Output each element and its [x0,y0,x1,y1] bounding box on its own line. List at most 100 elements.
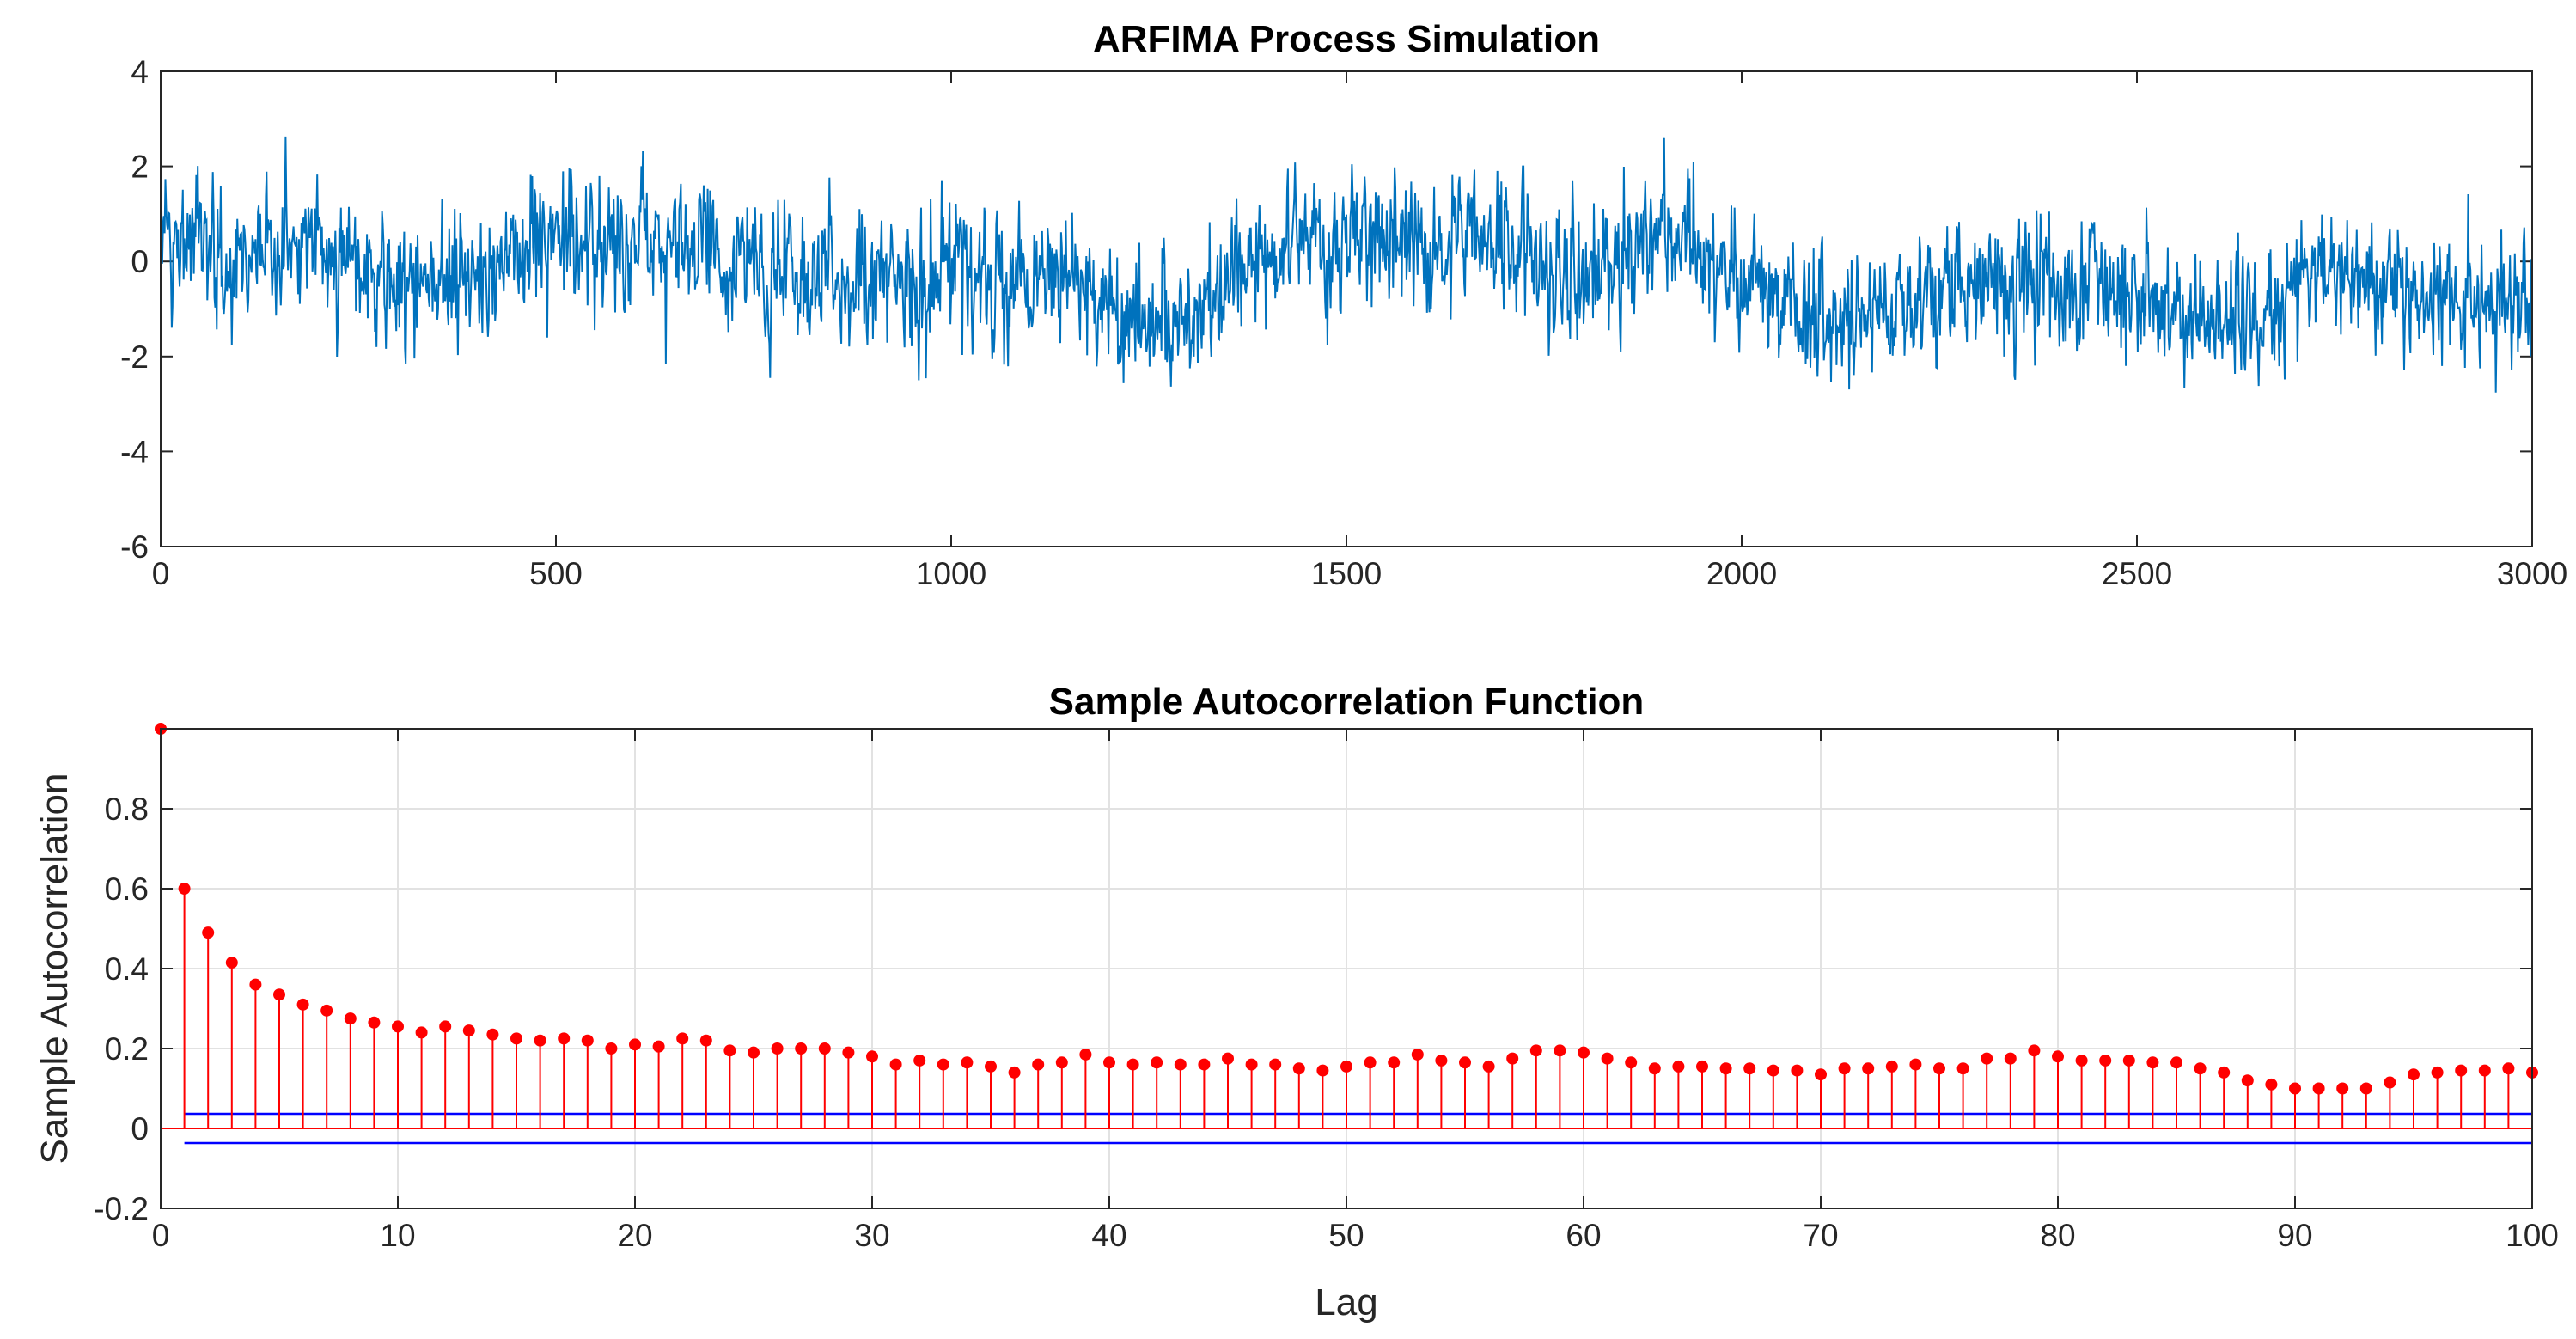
arfima-x-tick-label: 1000 [916,556,986,591]
acf-x-tick-label: 60 [1566,1218,1601,1253]
acf-stem-marker [1601,1052,1614,1065]
acf-stem-marker [937,1058,949,1071]
acf-stem-marker [1885,1060,1898,1073]
acf-stem-marker [510,1032,522,1045]
arfima-y-tick-label: -4 [120,434,149,469]
acf-stem-marker [249,978,262,991]
arfima-x-tick-label: 2000 [1706,556,1777,591]
acf-stem-marker [1791,1064,1804,1077]
acf-stem-marker [296,998,309,1011]
acf-stem-marker [1151,1056,1163,1069]
arfima-x-ticks: 0 500 1000 1500 2000 2500 3000 [152,71,2567,591]
acf-stem-marker [2455,1064,2468,1077]
acf-x-tick-label: 90 [2277,1218,2312,1253]
acf-y-ticks: -0.2 0 0.2 0.4 0.6 0.8 [94,792,2532,1226]
acf-stem-marker [676,1032,689,1045]
acf-x-tick-label: 10 [380,1218,415,1253]
acf-stem-marker [2289,1082,2301,1095]
arfima-x-tick-label: 500 [529,556,583,591]
acf-stem-marker [1364,1056,1377,1069]
acf-stem-marker [2170,1056,2182,1069]
acf-stem-marker [1269,1058,1282,1071]
acf-stem-marker [2028,1044,2041,1057]
arfima-x-tick-label: 0 [152,556,170,591]
acf-stem-marker [2194,1062,2207,1075]
acf-stem-marker [771,1042,784,1055]
acf-stem-marker [2502,1062,2515,1075]
acf-stem-marker [320,1004,333,1017]
acf-stem-marker [2146,1056,2159,1069]
acf-stem-marker [1909,1058,1922,1071]
acf-x-tick-label: 20 [617,1218,652,1253]
acf-axes-box [160,728,2533,1209]
acf-stem-marker [1055,1056,1068,1069]
acf-stem-marker [2122,1054,2135,1067]
acf-stem-marker [1578,1046,1590,1059]
acf-stem-marker [1079,1048,1092,1061]
acf-stem-marker [1648,1062,1661,1075]
acf-stem-marker [699,1034,712,1047]
acf-x-axis-label: Lag [1315,1281,1377,1324]
acf-stem-marker [889,1058,902,1071]
acf-stem-marker [1245,1058,1258,1071]
acf-stem-marker [1743,1062,1756,1075]
acf-stem-marker [1862,1062,1875,1075]
acf-y-tick-label: 0.6 [105,871,149,907]
acf-stem-marker [202,926,215,939]
arfima-x-tick-label: 1500 [1311,556,1382,591]
acf-stem-marker [225,957,238,969]
acf-x-tick-label: 80 [2040,1218,2075,1253]
acf-stem-marker [2265,1078,2278,1091]
acf-stem-marker [913,1054,926,1067]
acf-stem-marker [1292,1062,1305,1075]
acf-stem-marker [818,1042,831,1055]
acf-stem-marker [2052,1050,2064,1063]
acf-stem-marker [1032,1058,1045,1071]
acf-stem-marker [1506,1052,1519,1065]
acf-stem-marker [392,1020,404,1033]
acf-y-tick-label: 0.4 [105,951,149,987]
acf-stem-marker [2075,1054,2088,1067]
acf-stem-marker [1459,1056,1471,1069]
acf-x-tick-label: 100 [2506,1218,2559,1253]
acf-stem-marker [1815,1068,1827,1081]
acf-stem-marker [1981,1052,1993,1065]
acf-stem-marker [961,1056,974,1069]
acf-stem-marker [2431,1066,2444,1079]
acf-stem-marker [273,988,285,1001]
acf-stem-marker [1838,1062,1851,1075]
acf-stem-marker [1222,1052,1234,1065]
acf-x-tick-label: 30 [854,1218,889,1253]
acf-stem-marker [2312,1082,2325,1095]
acf-x-tick-label: 0 [152,1218,170,1253]
acf-stem-marker [2359,1082,2372,1095]
acf-stem-marker [1103,1056,1115,1069]
acf-y-tick-label: -0.2 [94,1191,149,1226]
acf-stem-marker [2336,1082,2349,1095]
arfima-axes-box [160,70,2533,547]
acf-stem-marker [486,1028,499,1041]
acf-stem-marker [629,1038,641,1051]
acf-stem-marker [1933,1062,1945,1075]
acf-y-tick-label: 0.2 [105,1031,149,1067]
acf-stem-marker [842,1046,855,1059]
acf-stem-marker [534,1034,546,1047]
acf-stem-marker [795,1042,808,1055]
acf-x-ticks: 0 10 20 30 40 50 60 70 80 90 100 [152,729,2559,1253]
acf-stem-marker [462,1024,475,1037]
acf-stem-marker [1174,1058,1187,1071]
acf-stem-marker [1696,1060,1708,1073]
acf-stem-marker [2384,1076,2396,1089]
acf-stem-marker [415,1026,428,1039]
acf-stem-marker [1767,1064,1779,1077]
acf-stem-marker [2004,1052,2017,1065]
arfima-y-ticks: -6 -4 -2 0 2 4 [120,54,2532,565]
acf-x-tick-label: 40 [1091,1218,1126,1253]
acf-stem-marker [866,1050,878,1063]
acf-stem-marker [1956,1062,1969,1075]
arfima-y-tick-label: -2 [120,339,149,375]
arfima-y-tick-label: 2 [131,150,149,185]
acf-x-tick-label: 70 [1803,1218,1838,1253]
acf-stem-marker [558,1032,571,1045]
